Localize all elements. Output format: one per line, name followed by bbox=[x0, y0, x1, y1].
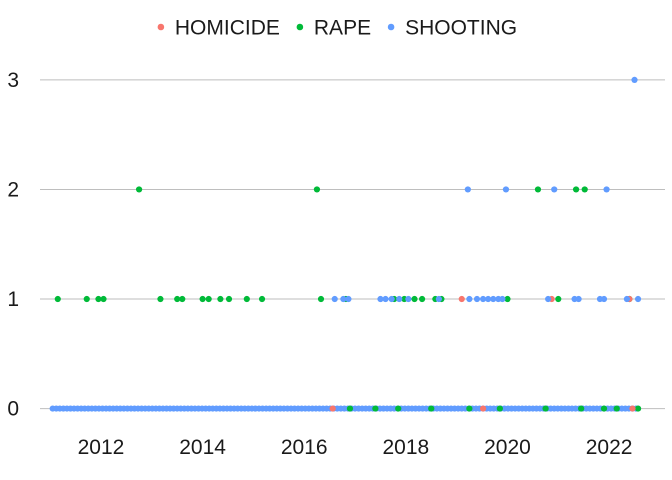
shooting-point bbox=[479, 295, 487, 303]
rape-point bbox=[411, 295, 418, 303]
homicide-point bbox=[479, 405, 487, 412]
rape-point bbox=[54, 295, 61, 303]
rape-point bbox=[534, 186, 542, 193]
shooting-point bbox=[631, 76, 638, 84]
rape-point bbox=[199, 295, 206, 303]
rape-point bbox=[135, 186, 143, 193]
legend-item-shooting: SHOOTING bbox=[387, 17, 517, 40]
legend-key-rape bbox=[296, 23, 304, 31]
x-tick-label: 2022 bbox=[586, 436, 633, 459]
y-axis: 0 1 2 3 bbox=[7, 69, 19, 421]
rape-point bbox=[174, 295, 181, 303]
rape-point bbox=[217, 295, 224, 303]
rape-point bbox=[225, 295, 233, 303]
x-tick-label: 2016 bbox=[281, 436, 328, 459]
shooting-point bbox=[603, 186, 610, 193]
rape-point bbox=[179, 295, 186, 303]
shooting-point bbox=[634, 295, 642, 303]
rape-point bbox=[555, 295, 562, 303]
shooting-point bbox=[499, 295, 506, 303]
shooting-point bbox=[345, 295, 352, 303]
x-tick-label: 2020 bbox=[484, 436, 531, 459]
shooting-point bbox=[623, 295, 630, 303]
shooting-point bbox=[485, 295, 492, 303]
shooting-point bbox=[388, 295, 395, 303]
shooting-point bbox=[396, 295, 403, 303]
shooting-point bbox=[466, 295, 473, 303]
shooting-point bbox=[405, 295, 412, 303]
x-tick-label: 2018 bbox=[382, 436, 429, 459]
gridlines bbox=[40, 79, 665, 410]
rape-point bbox=[243, 295, 250, 303]
rape-point bbox=[317, 295, 325, 303]
legend-key-homicide bbox=[157, 23, 165, 31]
shooting-point bbox=[600, 295, 608, 303]
shooting-point bbox=[377, 295, 384, 303]
shooting-point bbox=[551, 186, 558, 193]
rape-point bbox=[419, 295, 426, 303]
y-tick-label: 1 bbox=[7, 288, 19, 311]
shooting-point bbox=[490, 295, 497, 303]
y-tick-label: 3 bbox=[7, 69, 19, 92]
rape-point bbox=[395, 405, 402, 412]
rape-point bbox=[600, 405, 608, 412]
rape-point bbox=[372, 405, 379, 412]
rape-point bbox=[428, 405, 435, 412]
data-points bbox=[49, 76, 642, 412]
y-tick-label: 0 bbox=[7, 398, 19, 421]
rape-point bbox=[100, 295, 107, 303]
x-tick-label: 2012 bbox=[78, 436, 125, 459]
rape-point bbox=[613, 405, 620, 412]
shooting-point bbox=[435, 295, 442, 303]
shooting-point bbox=[340, 295, 347, 303]
shooting-point bbox=[575, 295, 582, 303]
shooting-point bbox=[382, 295, 389, 303]
legend-item-homicide: HOMICIDE bbox=[157, 17, 280, 40]
rape-point bbox=[581, 186, 588, 193]
shooting-point bbox=[502, 186, 510, 193]
legend-key-shooting bbox=[387, 23, 395, 31]
legend-label: SHOOTING bbox=[405, 17, 517, 40]
rape-point bbox=[578, 405, 585, 412]
homicide-point bbox=[629, 405, 636, 412]
rape-point bbox=[346, 405, 354, 412]
x-axis: 2012 2014 2016 2018 2020 2022 bbox=[78, 436, 633, 459]
homicide-point bbox=[329, 405, 336, 412]
rape-point bbox=[95, 295, 102, 303]
rape-point bbox=[258, 295, 266, 303]
rape-point bbox=[634, 405, 642, 412]
shooting-point bbox=[473, 295, 481, 303]
legend: HOMICIDE RAPE SHOOTING bbox=[157, 17, 517, 40]
legend-label: RAPE bbox=[314, 17, 371, 40]
homicide-point bbox=[458, 295, 465, 303]
y-tick-label: 2 bbox=[7, 178, 19, 201]
rape-point bbox=[504, 295, 511, 303]
rape-point bbox=[205, 295, 212, 303]
shooting-point bbox=[464, 186, 471, 193]
x-tick-label: 2014 bbox=[179, 436, 226, 459]
rape-point bbox=[542, 405, 549, 412]
rape-point bbox=[83, 295, 90, 303]
rape-point bbox=[157, 295, 164, 303]
legend-label: HOMICIDE bbox=[175, 17, 280, 40]
rape-point bbox=[313, 186, 321, 193]
rape-point bbox=[496, 405, 503, 412]
shooting-point bbox=[331, 295, 338, 303]
shooting-point bbox=[545, 295, 552, 303]
rape-point bbox=[572, 186, 580, 193]
rape-point bbox=[466, 405, 473, 412]
legend-item-rape: RAPE bbox=[296, 17, 371, 40]
